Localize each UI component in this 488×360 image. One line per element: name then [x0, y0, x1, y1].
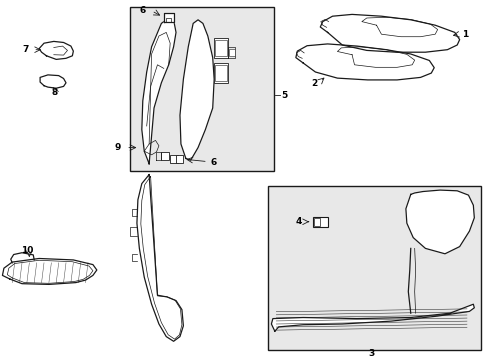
Polygon shape [137, 175, 183, 341]
Bar [213, 63, 228, 83]
Bar [267, 186, 480, 350]
Bar [312, 217, 327, 227]
Polygon shape [180, 20, 214, 160]
Text: 6: 6 [210, 158, 216, 167]
Text: 10: 10 [20, 246, 33, 255]
Text: 4: 4 [295, 217, 302, 226]
Polygon shape [405, 190, 473, 254]
Polygon shape [40, 75, 66, 88]
Bar [176, 155, 183, 163]
Text: 3: 3 [368, 349, 374, 358]
Bar [228, 49, 234, 56]
Text: 1: 1 [461, 30, 468, 39]
Bar [213, 38, 228, 58]
Polygon shape [295, 44, 433, 80]
Polygon shape [142, 18, 176, 164]
Polygon shape [2, 258, 97, 284]
Bar [215, 40, 226, 56]
Polygon shape [39, 41, 73, 59]
Polygon shape [271, 304, 473, 331]
Text: 8: 8 [52, 88, 58, 97]
Text: 9: 9 [115, 143, 121, 152]
Text: 2: 2 [311, 79, 317, 88]
Text: 7: 7 [22, 45, 28, 54]
Polygon shape [320, 14, 459, 52]
Bar [215, 65, 226, 81]
Bar [170, 155, 177, 163]
Bar [129, 7, 273, 171]
Bar [314, 218, 320, 226]
Bar [161, 152, 168, 160]
Polygon shape [163, 13, 173, 22]
Text: 6: 6 [139, 6, 145, 15]
Text: 5: 5 [281, 91, 287, 100]
